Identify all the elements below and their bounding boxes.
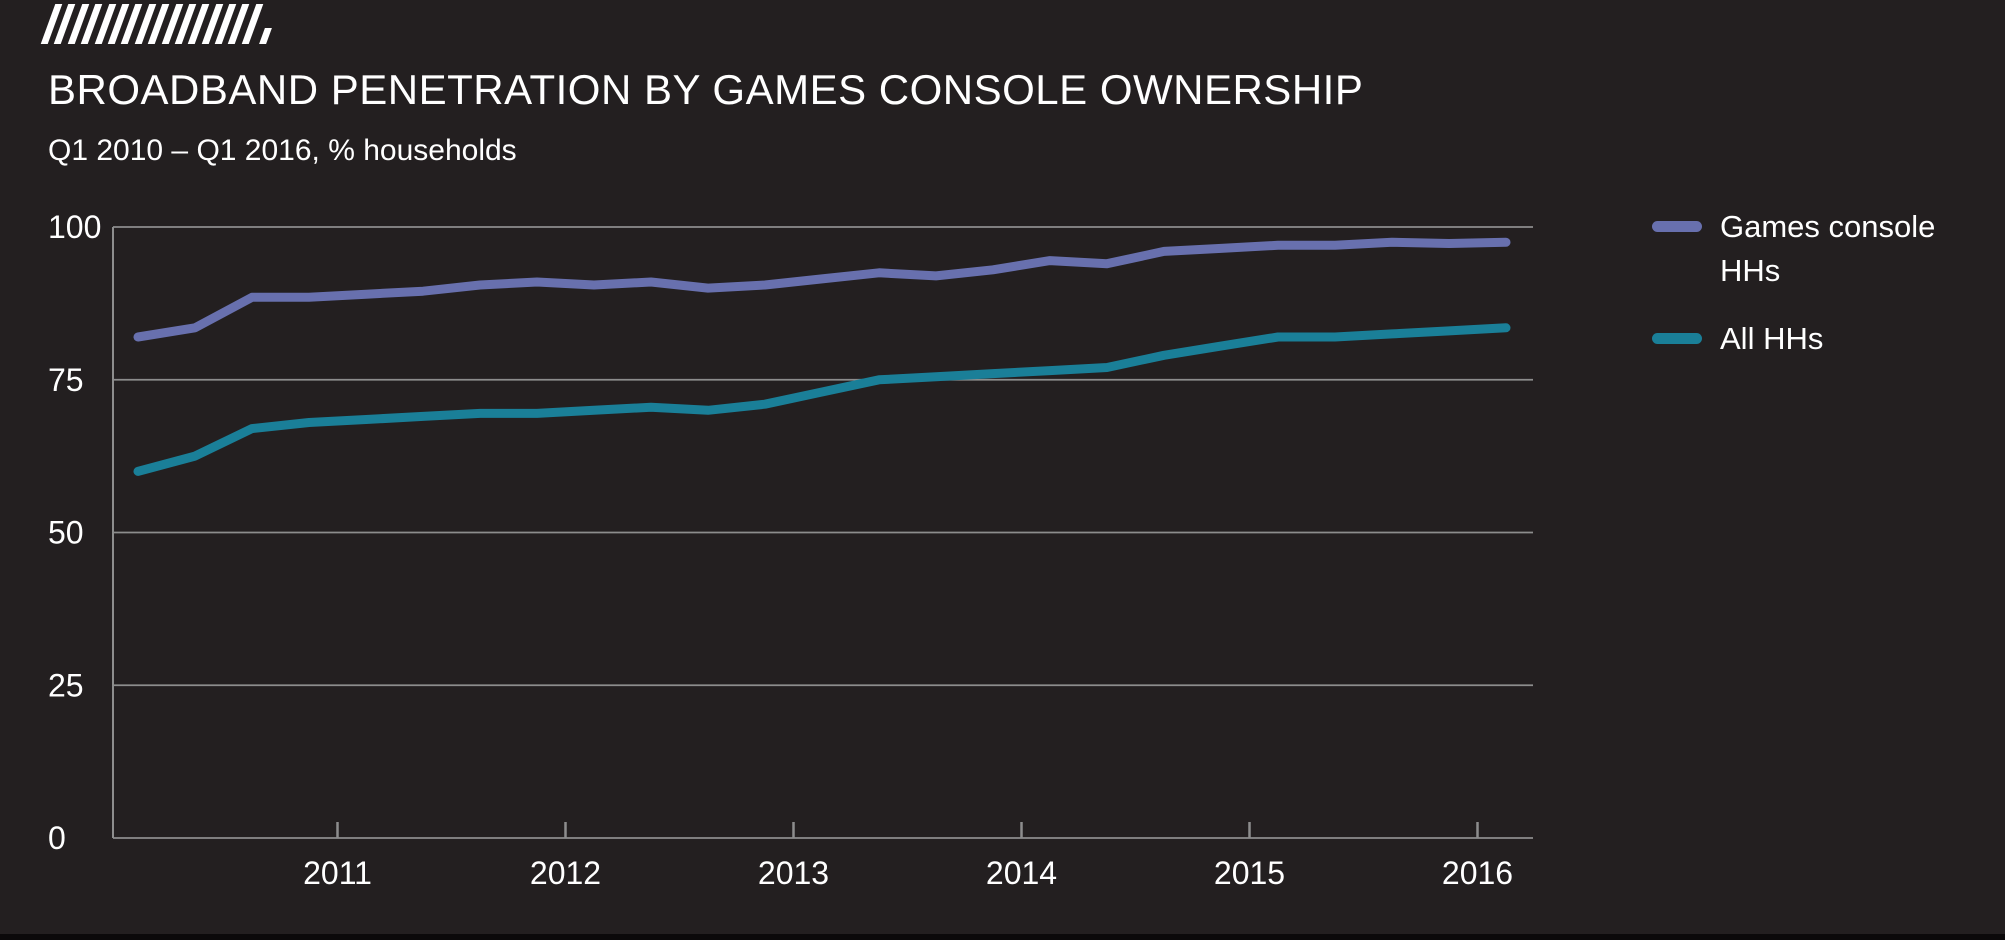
y-axis-label-25: 25	[48, 667, 84, 703]
chart-title: BROADBAND PENETRATION BY GAMES CONSOLE O…	[48, 66, 1364, 113]
series-line-all-hhs	[133, 323, 1511, 476]
legend-item: All HHs	[1652, 317, 1982, 361]
chart-subtitle: Q1 2010 – Q1 2016, % households	[48, 134, 517, 167]
x-axis-label-2013: 2013	[758, 855, 829, 891]
legend-item: Games console HHs	[1652, 205, 1982, 293]
x-axis-label-2014: 2014	[986, 855, 1057, 891]
legend-label: Games console HHs	[1720, 209, 1936, 288]
legend-swatch	[1652, 333, 1702, 344]
y-axis-label-75: 75	[48, 362, 84, 398]
y-axis-label-50: 50	[48, 515, 84, 551]
x-axis-label-2011: 2011	[303, 855, 372, 891]
chart-legend: Games console HHs All HHs	[1652, 205, 1982, 385]
footer-strip	[0, 934, 2005, 940]
y-axis-label-100: 100	[48, 209, 101, 245]
x-axis-label-2012: 2012	[530, 855, 601, 891]
legend-label: All HHs	[1720, 321, 1824, 356]
x-axis-label-2016: 2016	[1442, 855, 1513, 891]
legend-swatch	[1652, 221, 1702, 232]
x-axis-label-2015: 2015	[1214, 855, 1285, 891]
series-line-games-console-hhs	[133, 237, 1511, 342]
y-axis-label-0: 0	[48, 820, 66, 856]
